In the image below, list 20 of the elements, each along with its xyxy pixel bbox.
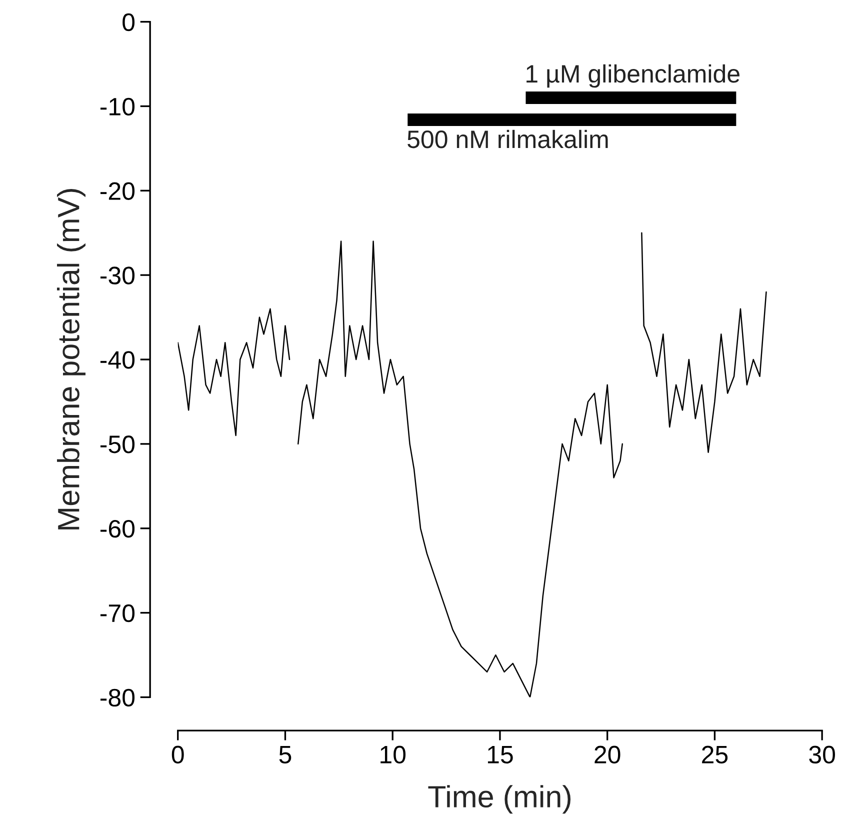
y-tick-label: -20 [100, 182, 135, 200]
y-tick-label: -40 [100, 351, 135, 369]
y-tick-label: -50 [100, 436, 135, 454]
x-tick-label: 25 [702, 746, 728, 764]
y-tick-label: -60 [100, 520, 135, 538]
y-tick-label: -10 [100, 98, 135, 116]
series-label: 500 nM rilmakalim [408, 130, 608, 148]
y-tick-label: -80 [100, 688, 135, 707]
x-axis-title: Time (min) [428, 785, 570, 814]
x-tick-label: 20 [594, 746, 620, 764]
x-tick-label: 0 [172, 746, 184, 764]
y-tick-label: -30 [100, 266, 135, 284]
x-tick-label: 15 [488, 746, 513, 764]
series-label: 1 µM glibenclamide [526, 64, 740, 88]
x-tick-label: 30 [809, 746, 835, 764]
x-tick-label: 5 [279, 746, 292, 764]
y-tick-label: 0 [122, 13, 135, 32]
y-tick-label: -70 [100, 604, 135, 622]
y-axis-title: Membrane potential (mV) [56, 189, 86, 530]
x-tick-label: 10 [380, 746, 406, 764]
